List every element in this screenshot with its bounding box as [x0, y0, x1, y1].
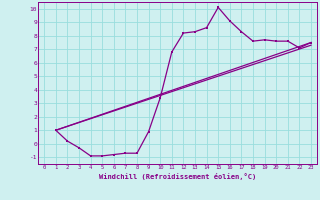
X-axis label: Windchill (Refroidissement éolien,°C): Windchill (Refroidissement éolien,°C): [99, 173, 256, 180]
